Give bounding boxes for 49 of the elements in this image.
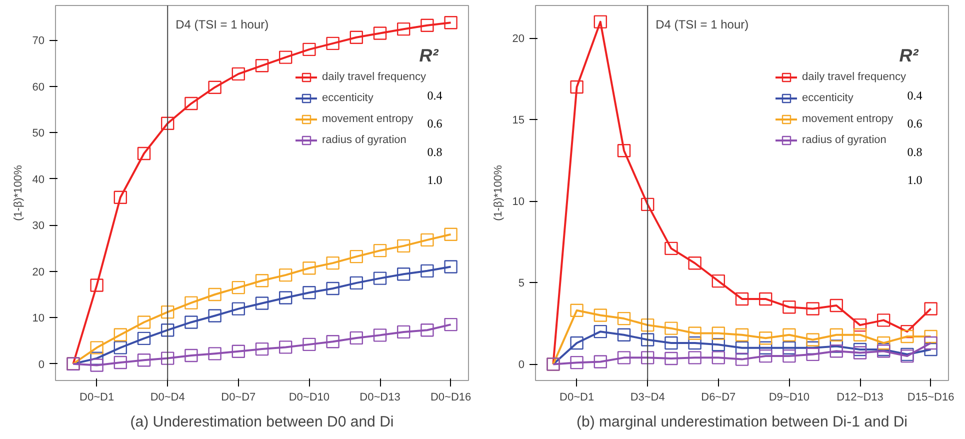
legend-label: radius of gyration xyxy=(802,133,886,147)
x-tick-label: D15~D16 xyxy=(907,392,954,404)
x-tick-label: D0~D1 xyxy=(80,392,114,404)
legend-label: daily travel frequency xyxy=(802,70,906,84)
y-tick-label: 10 xyxy=(512,196,525,208)
x-tick-label: D0~D1 xyxy=(560,392,594,404)
y-tick-label: 15 xyxy=(512,114,525,127)
legend-label: radius of gyration xyxy=(322,133,406,147)
y-tick-label: 40 xyxy=(32,174,45,186)
annotation: 0.6 xyxy=(907,116,922,131)
annotation: 0.8 xyxy=(427,144,442,159)
x-tick-label: D6~D7 xyxy=(701,392,736,404)
x-tick-label: D0~D7 xyxy=(221,392,256,404)
x-tick-label: D12~D13 xyxy=(836,392,884,404)
annotation: R² xyxy=(419,46,440,66)
y-tick-label: 0 xyxy=(518,359,525,372)
annotation: 0.8 xyxy=(907,144,922,159)
x-tick-label: D0~D16 xyxy=(430,392,472,404)
annotation: R² xyxy=(899,46,920,66)
annotation: 1.0 xyxy=(427,172,442,187)
y-tick-label: 10 xyxy=(32,312,45,325)
legend-label: movement entropy xyxy=(322,112,414,126)
y-tick-label: 5 xyxy=(518,278,525,290)
y-tick-label: 50 xyxy=(32,128,45,140)
text: (a) Underestimation between D0 and Di xyxy=(130,414,394,430)
x-tick-label: D0~D10 xyxy=(288,392,330,404)
y-tick-label: 20 xyxy=(512,33,525,46)
annotation: 0.6 xyxy=(427,116,442,131)
x-tick-label: D9~D10 xyxy=(768,392,810,404)
legend-label: eccenticity xyxy=(802,91,854,105)
y-tick-label: 70 xyxy=(32,35,45,48)
ref-line-label: D4 (TSI = 1 hour) xyxy=(176,18,269,32)
y-tick-label: 0 xyxy=(38,358,45,371)
ref-line-label: D4 (TSI = 1 hour) xyxy=(656,18,749,32)
y-tick-label: 30 xyxy=(32,220,45,232)
y-tick-label: 60 xyxy=(32,81,45,94)
annotation: 0.4 xyxy=(427,88,442,102)
annotation: 0.4 xyxy=(907,88,922,102)
legend-label: movement entropy xyxy=(802,112,894,126)
x-tick-label: D0~D4 xyxy=(150,392,185,404)
legend-label: eccenticity xyxy=(322,91,374,105)
x-tick-label: D0~D13 xyxy=(360,392,400,404)
legend-label: daily travel frequency xyxy=(322,70,426,84)
y-axis-title: (1-β)*100% xyxy=(12,164,24,221)
text: (b) marginal underestimation between Di-1 and Di xyxy=(576,414,908,430)
y-axis-title: (1-β)*100% xyxy=(492,164,504,221)
y-tick-label: 20 xyxy=(32,266,45,278)
x-tick-label: D3~D4 xyxy=(630,392,665,404)
annotation: 1.0 xyxy=(907,172,922,187)
